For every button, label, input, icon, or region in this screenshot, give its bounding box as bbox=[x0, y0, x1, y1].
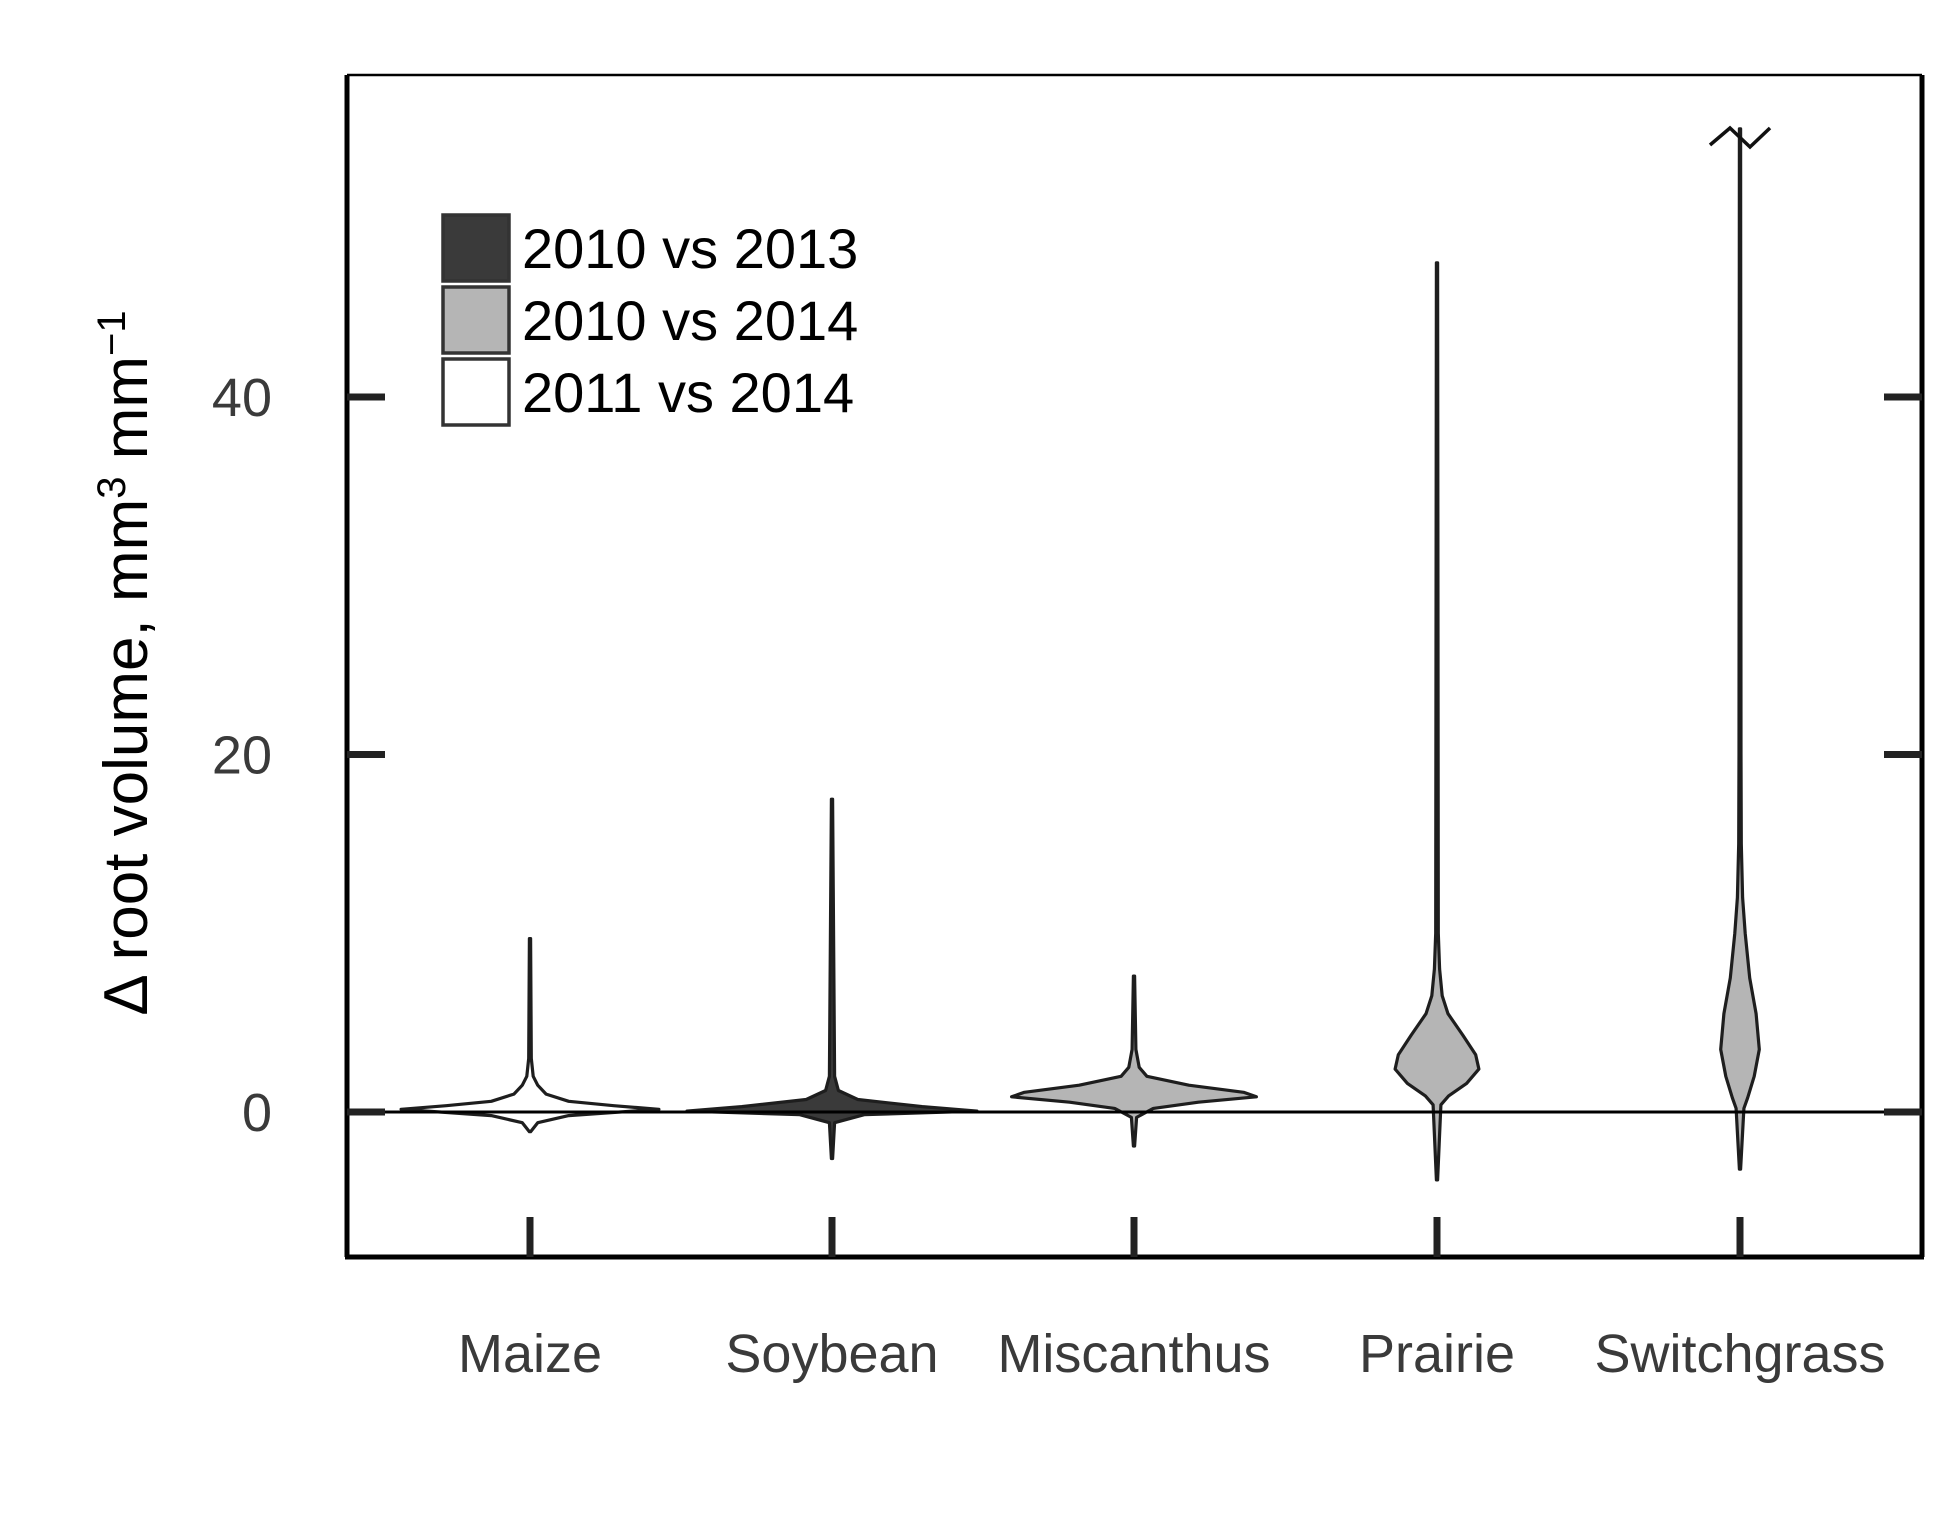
y-axis-label: Δ root volume, mm3 mm−1 bbox=[90, 310, 161, 1015]
legend-swatch-2 bbox=[441, 285, 511, 355]
legend-swatch-1 bbox=[441, 213, 511, 283]
x-tick-label-soybean: Soybean bbox=[725, 1324, 938, 1384]
y-axis-label-main: Δ root volume, mm bbox=[92, 499, 161, 1016]
x-tick-labels: Maize Soybean Miscanthus Prairie Switchgrass bbox=[458, 1324, 1886, 1384]
legend-label-3: 2011 vs 2014 bbox=[522, 361, 854, 424]
x-tick-label-switchgrass: Switchgrass bbox=[1594, 1324, 1885, 1384]
violin-switchgrass bbox=[1719, 127, 1761, 1171]
violin-prairie bbox=[1393, 261, 1481, 1182]
axis-break-zigzag bbox=[1708, 125, 1772, 150]
violins bbox=[399, 127, 1761, 1182]
legend: 2010 vs 2013 2010 vs 2014 2011 vs 2014 bbox=[441, 213, 858, 427]
legend-label-2: 2010 vs 2014 bbox=[522, 289, 858, 352]
legend-swatch-3 bbox=[441, 357, 511, 427]
y-tick-label-40: 40 bbox=[212, 368, 272, 428]
y-axis-label-unit: mm bbox=[92, 356, 161, 477]
y-axis-label-superscript-1: 3 bbox=[90, 477, 134, 499]
legend-label-1: 2010 vs 2013 bbox=[522, 217, 858, 280]
x-tick-label-maize: Maize bbox=[458, 1324, 602, 1384]
tick-marks bbox=[347, 393, 1922, 1257]
violin-soybean bbox=[685, 797, 979, 1161]
y-tick-label-0: 0 bbox=[242, 1083, 272, 1143]
violin-miscanthus bbox=[1010, 974, 1258, 1148]
violin-maize bbox=[399, 937, 661, 1134]
y-tick-label-20: 20 bbox=[212, 726, 272, 786]
x-tick-label-prairie: Prairie bbox=[1359, 1324, 1515, 1384]
y-axis-label-superscript-2: −1 bbox=[90, 310, 134, 356]
y-tick-labels: 0 20 40 bbox=[212, 368, 272, 1143]
axis-break-marker bbox=[1708, 125, 1772, 150]
x-tick-label-miscanthus: Miscanthus bbox=[997, 1324, 1270, 1384]
